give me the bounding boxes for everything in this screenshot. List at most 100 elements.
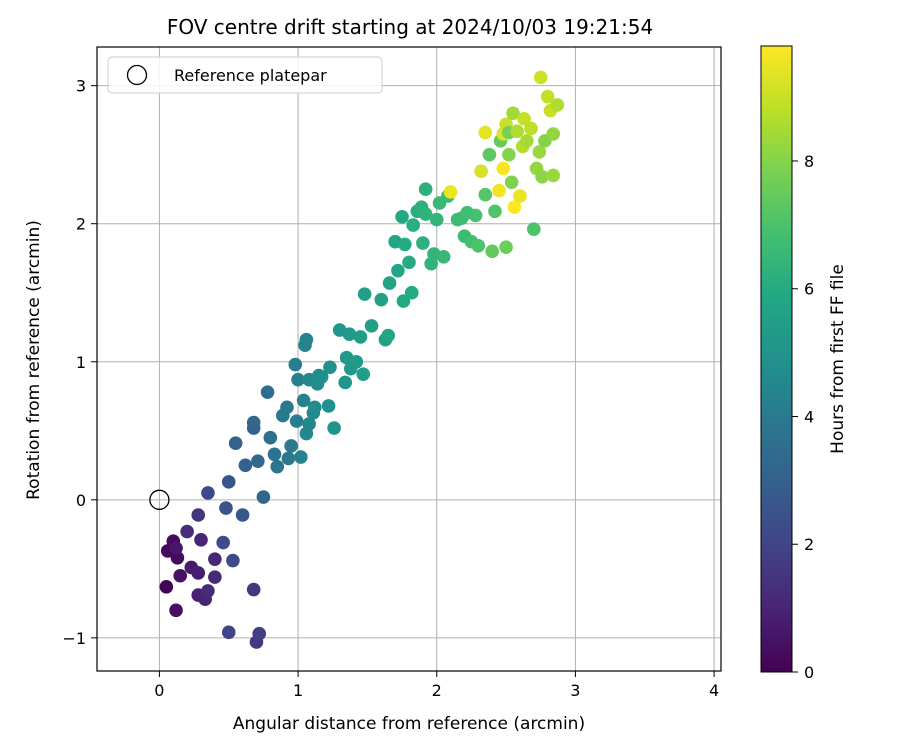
- scatter-point: [506, 106, 520, 121]
- scatter-point: [478, 125, 493, 140]
- scatter-point: [535, 169, 549, 184]
- scatter-point: [364, 319, 379, 333]
- scatter-point: [299, 332, 314, 347]
- colorbar-bar: [760, 45, 793, 673]
- scatter-point: [296, 393, 311, 408]
- scatter-point: [443, 185, 458, 199]
- x-axis-label: Angular distance from reference (arcmin): [233, 714, 585, 734]
- scatter-point: [381, 328, 396, 343]
- scatter-point: [221, 475, 236, 489]
- scatter-point: [208, 570, 222, 584]
- scatter-point: [280, 400, 294, 415]
- scatter-point: [488, 204, 502, 219]
- scatter-point: [228, 436, 243, 451]
- scatter-point: [418, 207, 433, 221]
- grid-lines: [97, 47, 721, 671]
- plot-frame: [96, 46, 722, 672]
- scatter-point: [263, 430, 278, 445]
- scatter-point: [353, 330, 368, 344]
- scatter-point: [246, 415, 261, 430]
- scatter-point: [256, 490, 271, 504]
- scatter-point: [396, 294, 411, 308]
- scatter-point: [474, 164, 488, 179]
- legend: Reference platepar: [107, 56, 383, 94]
- scatter-point: [398, 237, 412, 252]
- scatter-point: [507, 200, 522, 214]
- scatter-point: [252, 626, 267, 641]
- scatter-point: [395, 210, 409, 224]
- y-tick-label: 3: [76, 77, 86, 96]
- chart-title: FOV centre drift starting at 2024/10/03 …: [167, 15, 653, 39]
- scatter-point: [357, 287, 372, 301]
- scatter-point: [226, 553, 240, 568]
- colorbar-tick-label: 2: [804, 535, 814, 554]
- y-axis-label: Rotation from reference (arcmin): [24, 220, 44, 500]
- scatter-point: [532, 145, 547, 159]
- y-tick-label: 2: [76, 215, 86, 234]
- colorbar-label: Hours from first FF file: [828, 264, 848, 454]
- scatter-point: [492, 183, 506, 198]
- scatter-point: [284, 439, 298, 453]
- scatter-point: [510, 124, 524, 139]
- scatter-point: [307, 400, 322, 415]
- scatter-point: [338, 375, 353, 390]
- y-tick-label: 0: [76, 491, 86, 510]
- scatter-point: [406, 218, 420, 232]
- scatter-point: [194, 533, 208, 547]
- x-tick-label: 1: [293, 681, 303, 700]
- scatter-point: [323, 360, 337, 375]
- scatter-point: [485, 244, 500, 259]
- scatter-point: [173, 568, 187, 583]
- y-axis-ticks: −1 0 1 2 3: [62, 77, 97, 648]
- colorbar-tick-label: 0: [804, 663, 814, 682]
- scatter-point: [391, 263, 405, 278]
- colorbar-tick-label: 8: [804, 152, 814, 171]
- scatter-point: [416, 236, 430, 250]
- x-tick-label: 4: [709, 681, 719, 700]
- scatter-point: [382, 276, 397, 290]
- scatter-point: [219, 501, 233, 515]
- scatter-point: [294, 450, 308, 464]
- scatter-point: [502, 147, 516, 162]
- colorbar-tick-label: 6: [804, 280, 814, 299]
- scatter-point: [374, 292, 389, 307]
- scatter-point: [180, 524, 194, 539]
- scatter-point: [302, 417, 316, 431]
- colorbar: 0 2 4 6 8 Hours from first FF file: [760, 45, 848, 682]
- scatter-point: [429, 212, 444, 227]
- scatter-point: [471, 238, 486, 253]
- scatter-point: [478, 187, 493, 202]
- scatter-point: [546, 168, 561, 183]
- scatter-point: [270, 459, 285, 474]
- scatter-point: [208, 552, 222, 566]
- y-tick-label: 1: [76, 353, 86, 372]
- colorbar-tick-label: 4: [804, 407, 814, 426]
- scatter-point: [216, 535, 230, 550]
- scatter-point: [436, 250, 451, 264]
- scatter-point: [402, 255, 416, 270]
- scatter-point: [251, 454, 265, 468]
- x-tick-label: 0: [154, 681, 164, 700]
- legend-box: [107, 56, 383, 94]
- scatter-point: [201, 486, 215, 500]
- scatter-point: [527, 222, 541, 237]
- scatter-point: [260, 385, 275, 399]
- scatter-point: [468, 208, 483, 223]
- scatter-point: [349, 354, 364, 369]
- scatter-point: [169, 541, 183, 555]
- scatter-point: [520, 134, 534, 148]
- scatter-point: [288, 357, 303, 372]
- scatter-point: [221, 625, 236, 640]
- scatter-point: [550, 98, 565, 112]
- scatter-point: [404, 285, 419, 300]
- scatter-point: [546, 127, 561, 141]
- scatter-point: [289, 414, 304, 428]
- scatter-point: [499, 240, 513, 254]
- scatter-point: [201, 584, 215, 598]
- scatter-point: [191, 508, 206, 522]
- scatter-point: [267, 447, 282, 462]
- scatter-point: [418, 182, 433, 196]
- scatter-point: [314, 370, 329, 384]
- y-tick-label: −1: [62, 629, 86, 648]
- scatter-point: [533, 70, 548, 85]
